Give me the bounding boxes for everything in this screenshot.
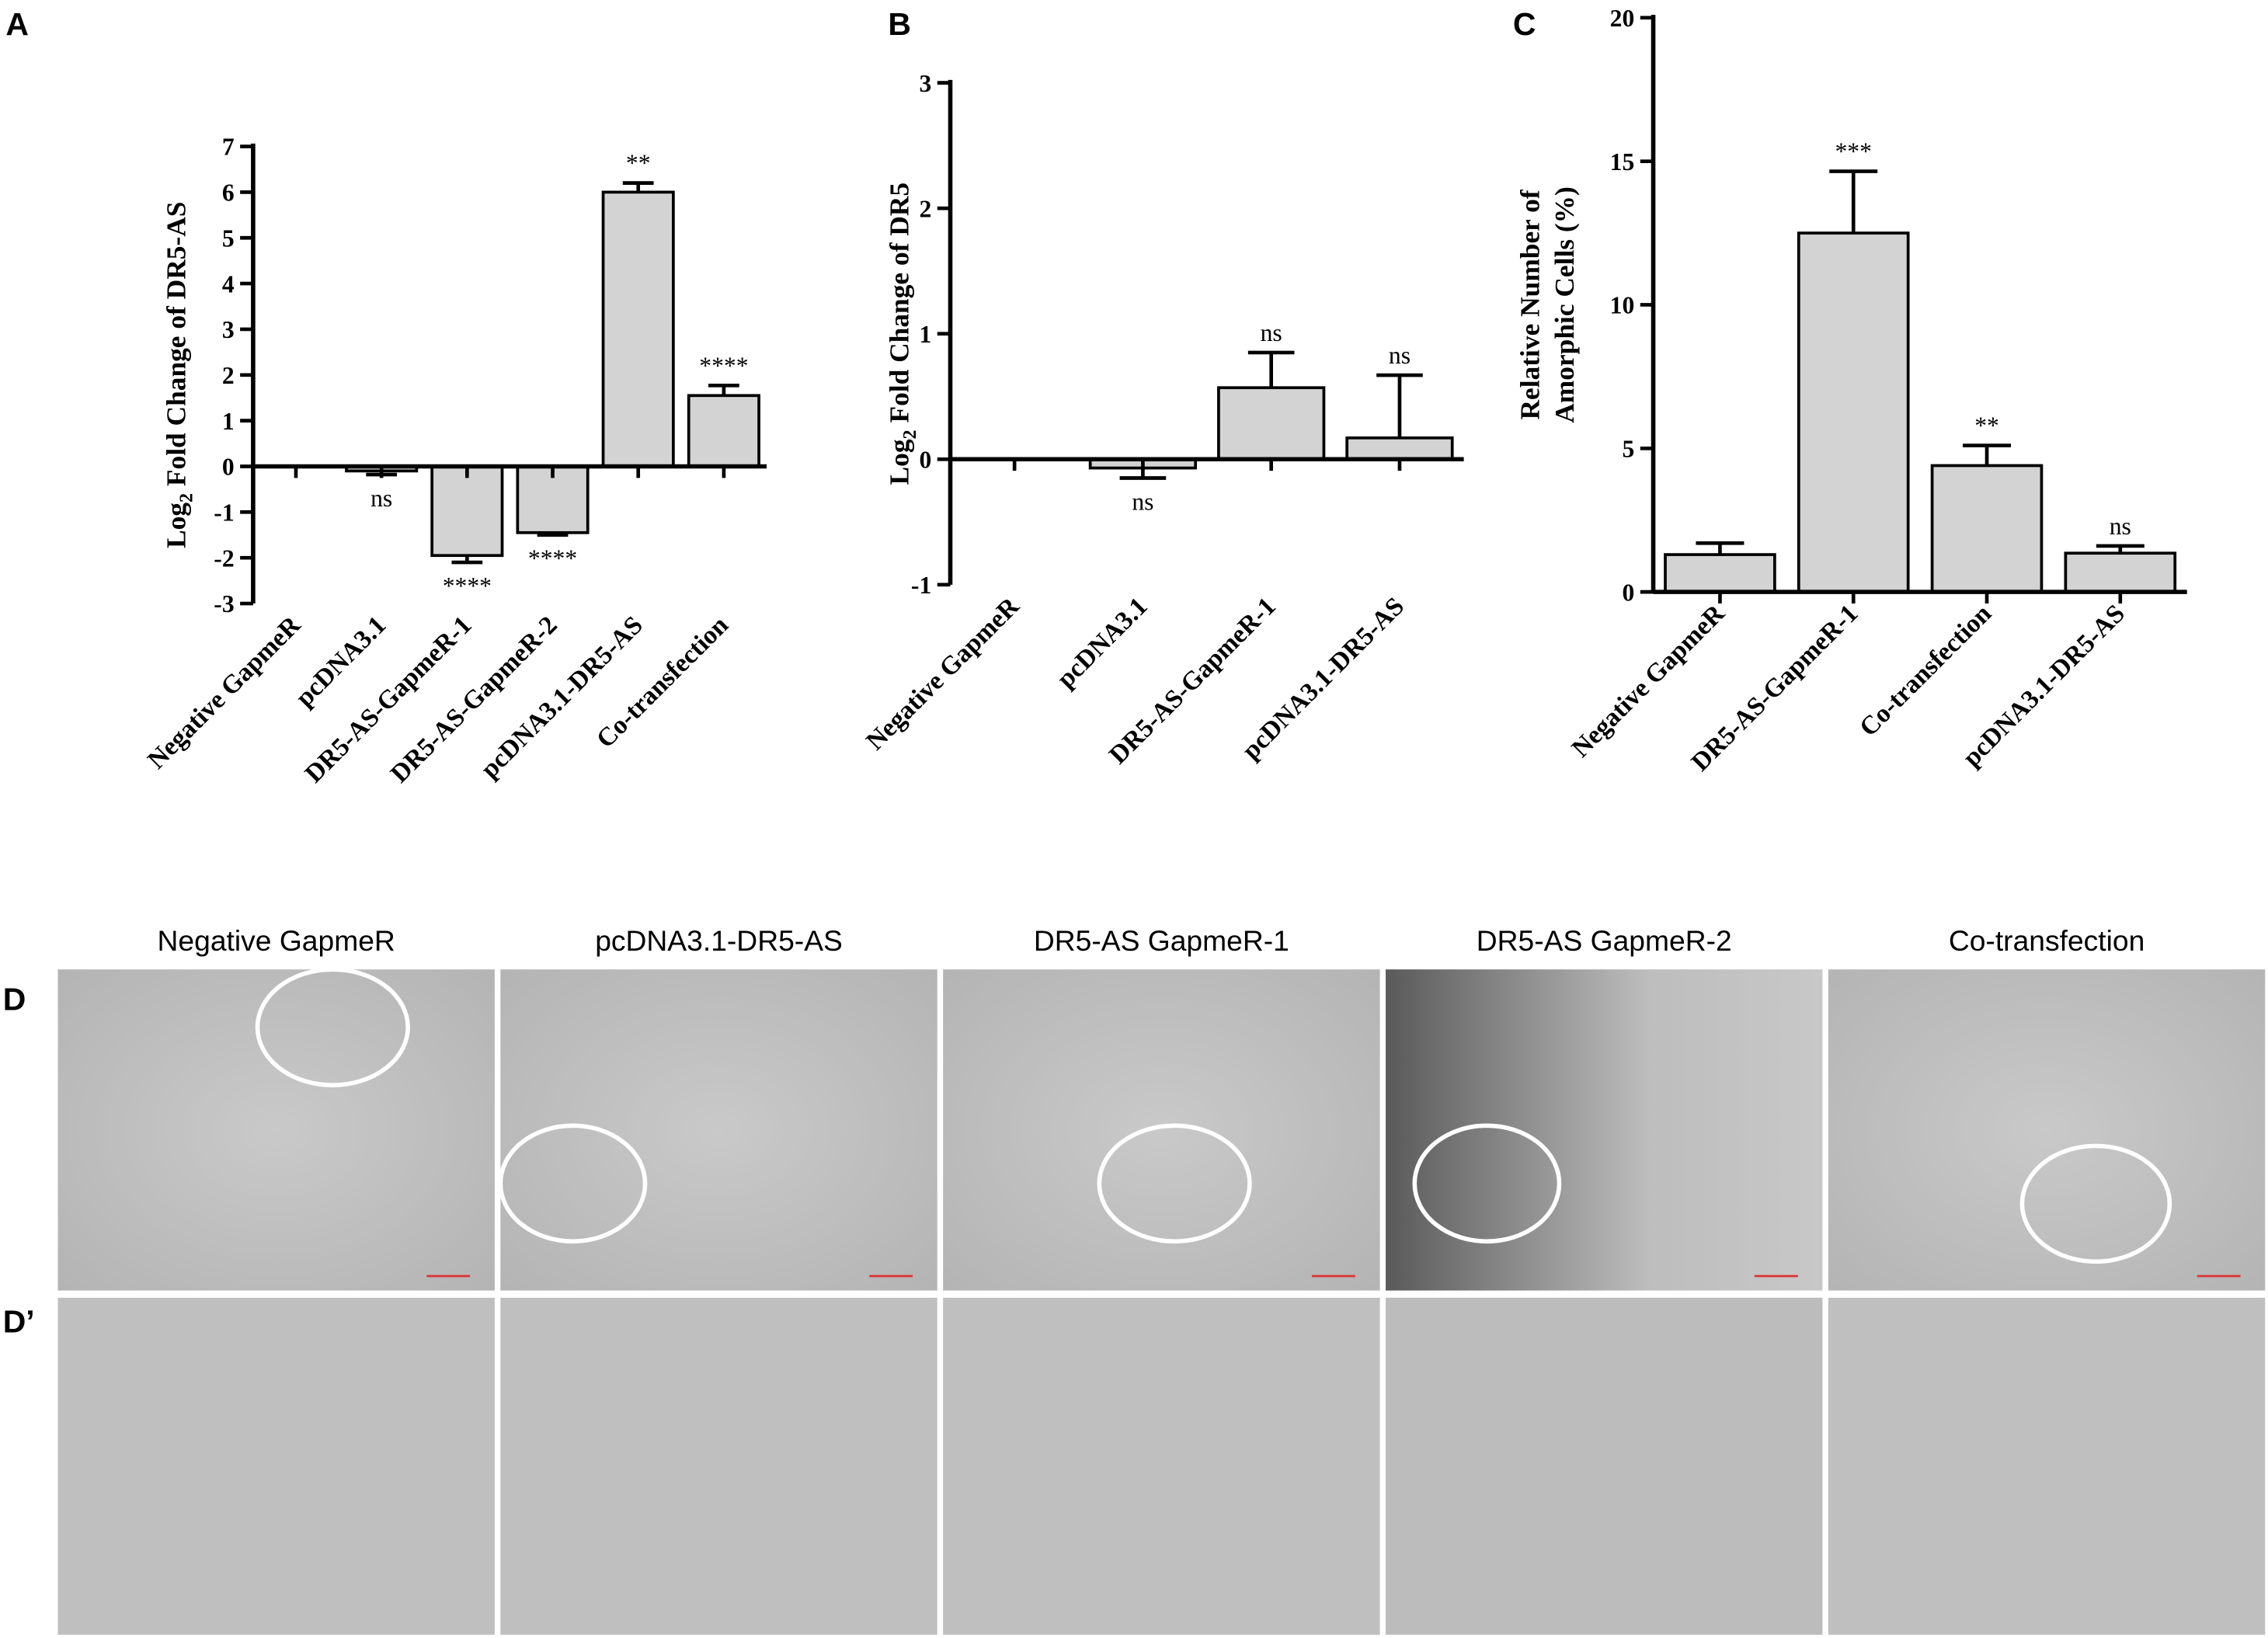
y-tick-label: 1 bbox=[222, 408, 235, 435]
x-tick-label: Negative GapmeR bbox=[142, 610, 307, 775]
y-tick-label: 6 bbox=[222, 179, 235, 207]
y-axis-label-part: Log bbox=[160, 503, 191, 548]
micrograph bbox=[1828, 969, 2266, 1291]
y-tick-label: 10 bbox=[1610, 292, 1635, 319]
y-tick-label: 2 bbox=[222, 362, 235, 389]
y-tick-label: 20 bbox=[1610, 5, 1635, 32]
column-title: Negative GapmeR bbox=[158, 924, 395, 957]
significance-label: ** bbox=[626, 150, 651, 177]
significance-label: **** bbox=[443, 572, 492, 600]
bar bbox=[1345, 436, 1454, 461]
y-axis-label: Relative Number of Amorphic Cells (%) bbox=[1514, 186, 1580, 423]
y-tick-label: 3 bbox=[919, 70, 931, 97]
y-tick-label: 3 bbox=[222, 316, 235, 343]
y-axis-label: Log2 Fold Change of DR5-AS bbox=[160, 202, 197, 548]
y-tick-label: 7 bbox=[222, 134, 235, 161]
bar bbox=[430, 464, 504, 558]
y-tick-label: 2 bbox=[919, 195, 931, 222]
significance-label: ns bbox=[370, 485, 392, 512]
y-tick-label: 4 bbox=[222, 270, 235, 297]
panel-label: B bbox=[888, 6, 911, 42]
row-label: D’ bbox=[3, 1304, 35, 1340]
micrograph bbox=[943, 969, 1380, 1291]
bar bbox=[1664, 553, 1776, 593]
y-tick-label: 0 bbox=[1623, 579, 1635, 606]
column-title: pcDNA3.1-DR5-AS bbox=[595, 924, 843, 957]
significance-label: ns bbox=[2110, 513, 2131, 540]
y-axis-label-part: Log bbox=[883, 439, 914, 485]
highlight-circle bbox=[255, 967, 410, 1087]
column-title: DR5-AS GapmeR-2 bbox=[1477, 924, 1732, 957]
y-tick-label: 15 bbox=[1610, 148, 1635, 176]
y-tick-label: 5 bbox=[1623, 435, 1635, 462]
bar bbox=[516, 464, 590, 534]
bar bbox=[687, 394, 760, 468]
y-axis-label-part: Fold Change of DR5 bbox=[883, 183, 914, 429]
x-tick-label: DR5-AS-GapmeR-2 bbox=[385, 610, 563, 788]
column-title: Co-transfection bbox=[1949, 924, 2145, 957]
micrograph-zoom bbox=[1386, 1297, 1823, 1635]
bar bbox=[601, 190, 675, 468]
significance-label: ns bbox=[1261, 319, 1282, 346]
micrograph bbox=[500, 969, 937, 1291]
significance-label: ** bbox=[1974, 412, 1999, 440]
micrograph-zoom bbox=[500, 1297, 937, 1635]
bar bbox=[1217, 386, 1326, 461]
significance-label: **** bbox=[528, 545, 577, 572]
bar bbox=[2064, 551, 2177, 593]
micrograph-zoom bbox=[943, 1297, 1380, 1635]
y-axis-label-line: Relative Number of bbox=[1514, 189, 1545, 419]
y-axis-label-part: Fold Change of DR5-AS bbox=[160, 202, 191, 493]
micrograph bbox=[1386, 969, 1823, 1291]
significance-label: ns bbox=[1132, 488, 1153, 515]
significance-label: **** bbox=[699, 352, 748, 379]
y-tick-label: 0 bbox=[919, 446, 931, 473]
y-axis-label-sub: 2 bbox=[899, 429, 920, 439]
y-tick-label: -3 bbox=[214, 590, 234, 617]
y-tick-label: 5 bbox=[222, 224, 235, 252]
y-tick-label: 0 bbox=[222, 454, 235, 481]
micrograph bbox=[57, 969, 495, 1291]
highlight-circle bbox=[1412, 1123, 1562, 1244]
significance-label: ns bbox=[1389, 342, 1411, 369]
bar bbox=[1797, 231, 1910, 593]
column-title: DR5-AS GapmeR-1 bbox=[1034, 924, 1289, 957]
row-label: D bbox=[3, 981, 26, 1017]
x-tick-label: Negative GapmeR bbox=[861, 592, 1025, 756]
highlight-circle bbox=[1097, 1123, 1252, 1244]
y-axis-label-sub: 2 bbox=[176, 493, 197, 503]
x-tick-label: pcDNA3.1-DR5-AS bbox=[475, 610, 649, 784]
x-tick-label: Co-transfection bbox=[1854, 599, 1997, 742]
significance-label: *** bbox=[1835, 138, 1871, 165]
y-tick-label: -2 bbox=[214, 544, 234, 572]
micrograph-zoom bbox=[1828, 1297, 2266, 1635]
highlight-circle bbox=[2019, 1143, 2172, 1264]
highlight-circle bbox=[498, 1123, 648, 1244]
y-axis-label-line: Amorphic Cells (%) bbox=[1549, 186, 1580, 423]
panel-label: A bbox=[5, 6, 29, 42]
bar bbox=[1930, 464, 2044, 593]
panel-label: C bbox=[1513, 6, 1536, 42]
micrograph-zoom bbox=[57, 1297, 495, 1635]
y-tick-label: -1 bbox=[214, 499, 234, 527]
x-tick-label: pcDNA3.1 bbox=[1052, 592, 1153, 694]
y-tick-label: -1 bbox=[911, 572, 931, 599]
x-tick-label: DR5-AS-GapmeR-1 bbox=[300, 610, 478, 788]
y-tick-label: 1 bbox=[919, 321, 931, 348]
y-axis-label: Log2 Fold Change of DR5 bbox=[883, 183, 920, 485]
